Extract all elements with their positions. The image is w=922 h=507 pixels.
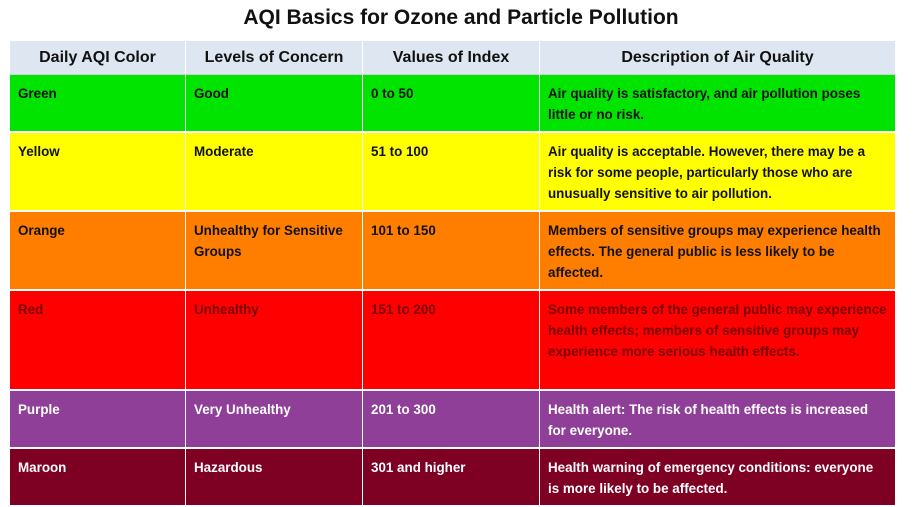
table-row-green: Green Good 0 to 50 Air quality is satisf… [9,74,896,133]
cell-level-of-concern: Good [185,74,363,133]
cell-index-values: 201 to 300 [362,390,540,449]
cell-index-values: 51 to 100 [362,132,540,212]
cell-aqi-color: Yellow [9,132,186,212]
cell-index-values: 151 to 200 [362,290,540,391]
cell-level-of-concern: Very Unhealthy [185,390,363,449]
aqi-table: Daily AQI Color Levels of Concern Values… [9,40,896,507]
cell-index-values: 0 to 50 [362,74,540,133]
cell-aqi-color: Orange [9,211,186,291]
cell-level-of-concern: Moderate [185,132,363,212]
cell-aqi-color: Red [9,290,186,391]
cell-description: Health warning of emergency conditions: … [539,448,896,507]
page-title: AQI Basics for Ozone and Particle Pollut… [243,6,679,29]
cell-description: Air quality is acceptable. However, ther… [539,132,896,212]
cell-index-values: 301 and higher [362,448,540,507]
cell-level-of-concern: Unhealthy [185,290,363,391]
table-row-orange: Orange Unhealthy for Sensitive Groups 10… [9,211,896,291]
cell-aqi-color: Purple [9,390,186,449]
cell-description: Members of sensitive groups may experien… [539,211,896,291]
cell-level-of-concern: Hazardous [185,448,363,507]
cell-description: Health alert: The risk of health effects… [539,390,896,449]
table-row-purple: Purple Very Unhealthy 201 to 300 Health … [9,390,896,449]
table-row-yellow: Yellow Moderate 51 to 100 Air quality is… [9,132,896,212]
cell-level-of-concern: Unhealthy for Sensitive Groups [185,211,363,291]
cell-aqi-color: Maroon [9,448,186,507]
cell-index-values: 101 to 150 [362,211,540,291]
table-row-maroon: Maroon Hazardous 301 and higher Health w… [9,448,896,507]
cell-aqi-color: Green [9,74,186,133]
header-daily-aqi-color: Daily AQI Color [9,40,186,75]
header-values-of-index: Values of Index [362,40,540,75]
table-row-red: Red Unhealthy 151 to 200 Some members of… [9,290,896,391]
cell-description: Some members of the general public may e… [539,290,896,391]
header-levels-of-concern: Levels of Concern [185,40,363,75]
table-header-row: Daily AQI Color Levels of Concern Values… [9,40,896,75]
cell-description: Air quality is satisfactory, and air pol… [539,74,896,133]
header-description: Description of Air Quality [539,40,896,75]
